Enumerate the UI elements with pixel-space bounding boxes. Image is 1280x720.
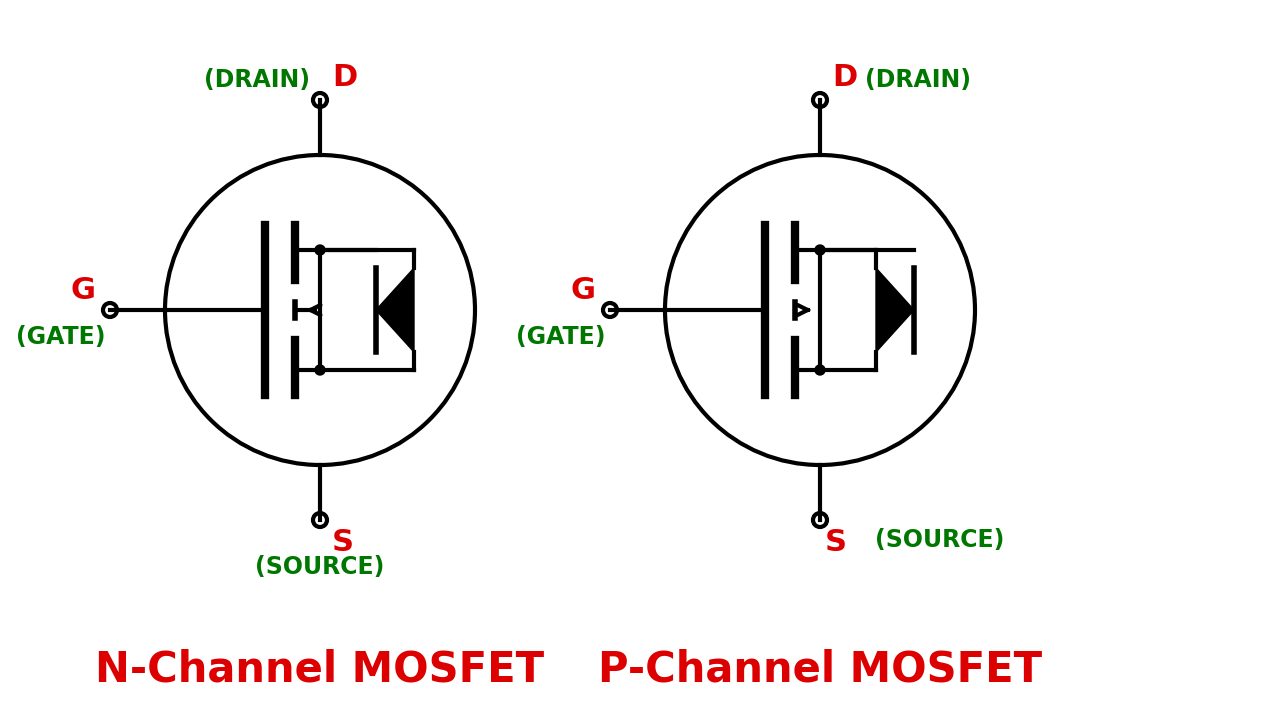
- Text: (GATE): (GATE): [15, 325, 105, 349]
- Text: (DRAIN): (DRAIN): [204, 68, 310, 92]
- Text: (GATE): (GATE): [516, 325, 605, 349]
- Text: D: D: [832, 63, 858, 92]
- Text: D: D: [332, 63, 357, 92]
- Text: S: S: [826, 528, 847, 557]
- Text: (SOURCE): (SOURCE): [876, 528, 1005, 552]
- Text: G: G: [570, 276, 595, 305]
- Polygon shape: [876, 268, 914, 352]
- Text: G: G: [70, 276, 95, 305]
- Circle shape: [315, 365, 325, 375]
- Circle shape: [315, 245, 325, 255]
- Text: (SOURCE): (SOURCE): [255, 555, 385, 579]
- Text: S: S: [332, 528, 355, 557]
- Text: (DRAIN): (DRAIN): [865, 68, 972, 92]
- Text: N-Channel MOSFET: N-Channel MOSFET: [96, 649, 544, 691]
- Circle shape: [815, 365, 826, 375]
- Polygon shape: [376, 268, 413, 352]
- Text: P-Channel MOSFET: P-Channel MOSFET: [598, 649, 1042, 691]
- Circle shape: [815, 245, 826, 255]
